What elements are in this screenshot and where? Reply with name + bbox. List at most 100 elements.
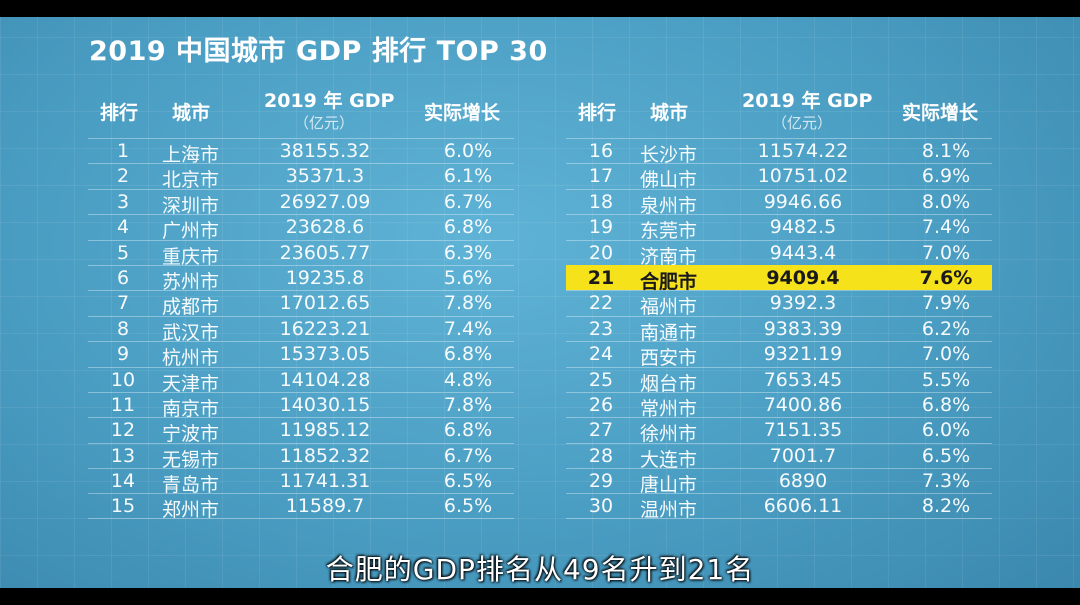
- cell-gdp: 9946.66: [763, 190, 843, 213]
- cell-rank: 20: [588, 241, 614, 264]
- table-row: 27 徐州市 7151.35 6.0%: [566, 417, 992, 445]
- cell-rank: 27: [588, 419, 614, 442]
- cell-growth: 8.0%: [921, 190, 971, 213]
- ranking-table-right: 排行 城市 2019 年 GDP （亿元） 实际增长 16 长沙市 11574.22…: [566, 84, 992, 522]
- cell-gdp: 7400.86: [763, 393, 843, 416]
- cell-rank: 13: [110, 444, 136, 467]
- cell-rank: 1: [116, 140, 130, 162]
- cell-city: 武汉市: [162, 321, 220, 344]
- cell-city: 温州市: [640, 499, 698, 522]
- cell-rank: 5: [116, 241, 130, 264]
- cell-growth: 7.0%: [921, 241, 971, 264]
- table-row: 15 郑州市 11589.7 6.5%: [88, 493, 514, 521]
- cell-gdp: 17012.65: [279, 292, 371, 315]
- cell-rank: 21: [587, 266, 615, 289]
- cell-gdp: 11741.31: [279, 470, 371, 493]
- cell-city: 天津市: [162, 372, 220, 395]
- cell-gdp: 11852.32: [279, 444, 371, 467]
- cell-growth: 7.8%: [443, 393, 493, 416]
- header-growth: 实际增长: [424, 102, 501, 124]
- cell-rank: 15: [110, 495, 136, 518]
- header-rank: 排行: [578, 102, 617, 124]
- cell-city: 福州市: [640, 296, 698, 319]
- cell-gdp: 35371.3: [285, 165, 365, 188]
- cell-gdp: 7653.45: [763, 368, 843, 391]
- cell-city: 北京市: [162, 169, 220, 192]
- cell-gdp: 9383.39: [763, 317, 843, 340]
- cell-gdp: 19235.8: [285, 266, 365, 289]
- cell-city: 佛山市: [640, 169, 698, 192]
- cell-rank: 4: [116, 216, 130, 239]
- cell-gdp: 7151.35: [763, 419, 843, 442]
- cell-rank: 22: [588, 292, 614, 315]
- cell-city: 烟台市: [640, 372, 698, 395]
- cell-gdp: 11574.22: [757, 140, 849, 162]
- cell-rank: 29: [588, 470, 614, 493]
- header-city: 城市: [650, 102, 689, 124]
- cell-growth: 6.0%: [921, 419, 971, 442]
- cell-rank: 3: [116, 190, 130, 213]
- cell-city: 济南市: [640, 245, 698, 268]
- header-rank: 排行: [100, 102, 139, 124]
- cell-city: 上海市: [162, 144, 220, 166]
- cell-city: 合肥市: [640, 270, 698, 293]
- ranking-table-left: 排行 城市 2019 年 GDP （亿元） 实际增长 1 上海市 38155.32 6…: [88, 84, 514, 521]
- cell-growth: 8.2%: [921, 495, 971, 518]
- table-row: 28 大连市 7001.7 6.5%: [566, 442, 992, 471]
- cell-rank: 10: [110, 368, 136, 391]
- cell-rank: 16: [588, 140, 614, 162]
- cell-city: 深圳市: [162, 194, 220, 217]
- table-row: 7 成都市 17012.65 7.8%: [88, 290, 514, 318]
- cell-city: 杭州市: [162, 347, 220, 370]
- cell-city: 成都市: [162, 296, 220, 319]
- table-row: 17 佛山市 10751.02 6.9%: [566, 163, 992, 191]
- cell-gdp: 11589.7: [285, 495, 365, 518]
- cell-gdp: 26927.09: [279, 190, 371, 213]
- cell-rank: 17: [588, 165, 614, 188]
- cell-rank: 25: [588, 368, 614, 391]
- header-gdp: 2019 年 GDP: [742, 90, 873, 112]
- cell-gdp: 9392.3: [769, 292, 837, 315]
- cell-city: 唐山市: [640, 474, 698, 497]
- cell-gdp: 10751.02: [757, 165, 849, 188]
- cell-growth: 6.1%: [443, 165, 493, 188]
- cell-gdp: 11985.12: [279, 419, 371, 442]
- cell-growth: 6.8%: [443, 216, 493, 239]
- header-growth: 实际增长: [902, 102, 979, 124]
- cell-growth: 6.5%: [443, 495, 493, 518]
- header-gdp-unit: （亿元）: [772, 114, 833, 132]
- cell-rank: 9: [116, 343, 130, 366]
- table-row: 29 唐山市 6890 7.3%: [566, 468, 992, 496]
- table-row: 12 宁波市 11985.12 6.8%: [88, 417, 514, 445]
- table-row-highlighted: 21 合肥市 9409.4 7.6%: [566, 264, 992, 293]
- cell-city: 长沙市: [640, 144, 698, 166]
- cell-growth: 7.0%: [921, 343, 971, 366]
- cell-growth: 6.2%: [921, 317, 971, 340]
- cell-growth: 7.9%: [921, 292, 971, 315]
- table-row: 11 南京市 14030.15 7.8%: [88, 391, 514, 420]
- cell-city: 南京市: [162, 397, 220, 420]
- table-row: 10 天津市 14104.28 4.8%: [88, 366, 514, 395]
- cell-gdp: 9443.4: [769, 241, 837, 264]
- cell-city: 泉州市: [640, 194, 698, 217]
- cell-growth: 6.8%: [443, 419, 493, 442]
- cell-city: 重庆市: [162, 245, 220, 268]
- table-row: 3 深圳市 26927.09 6.7%: [88, 188, 514, 217]
- cell-growth: 7.6%: [919, 266, 973, 289]
- cell-growth: 7.8%: [443, 292, 493, 315]
- cell-rank: 18: [588, 190, 614, 213]
- cell-growth: 6.0%: [443, 140, 493, 162]
- letterbox-bottom: [0, 588, 1080, 605]
- cell-growth: 6.3%: [443, 241, 493, 264]
- table-row: 20 济南市 9443.4 7.0%: [566, 239, 992, 268]
- cell-rank: 6: [116, 266, 130, 289]
- cell-gdp: 9409.4: [766, 266, 840, 289]
- table-body: 1 上海市 38155.32 6.0% 2 北京市 35371.3 6.1% 3 深圳市 26927…: [88, 138, 514, 521]
- table-row: 6 苏州市 19235.8 5.6%: [88, 264, 514, 293]
- cell-city: 广州市: [162, 220, 220, 243]
- cell-growth: 6.8%: [921, 393, 971, 416]
- header-city: 城市: [172, 102, 211, 124]
- header-gdp-unit: （亿元）: [294, 114, 355, 132]
